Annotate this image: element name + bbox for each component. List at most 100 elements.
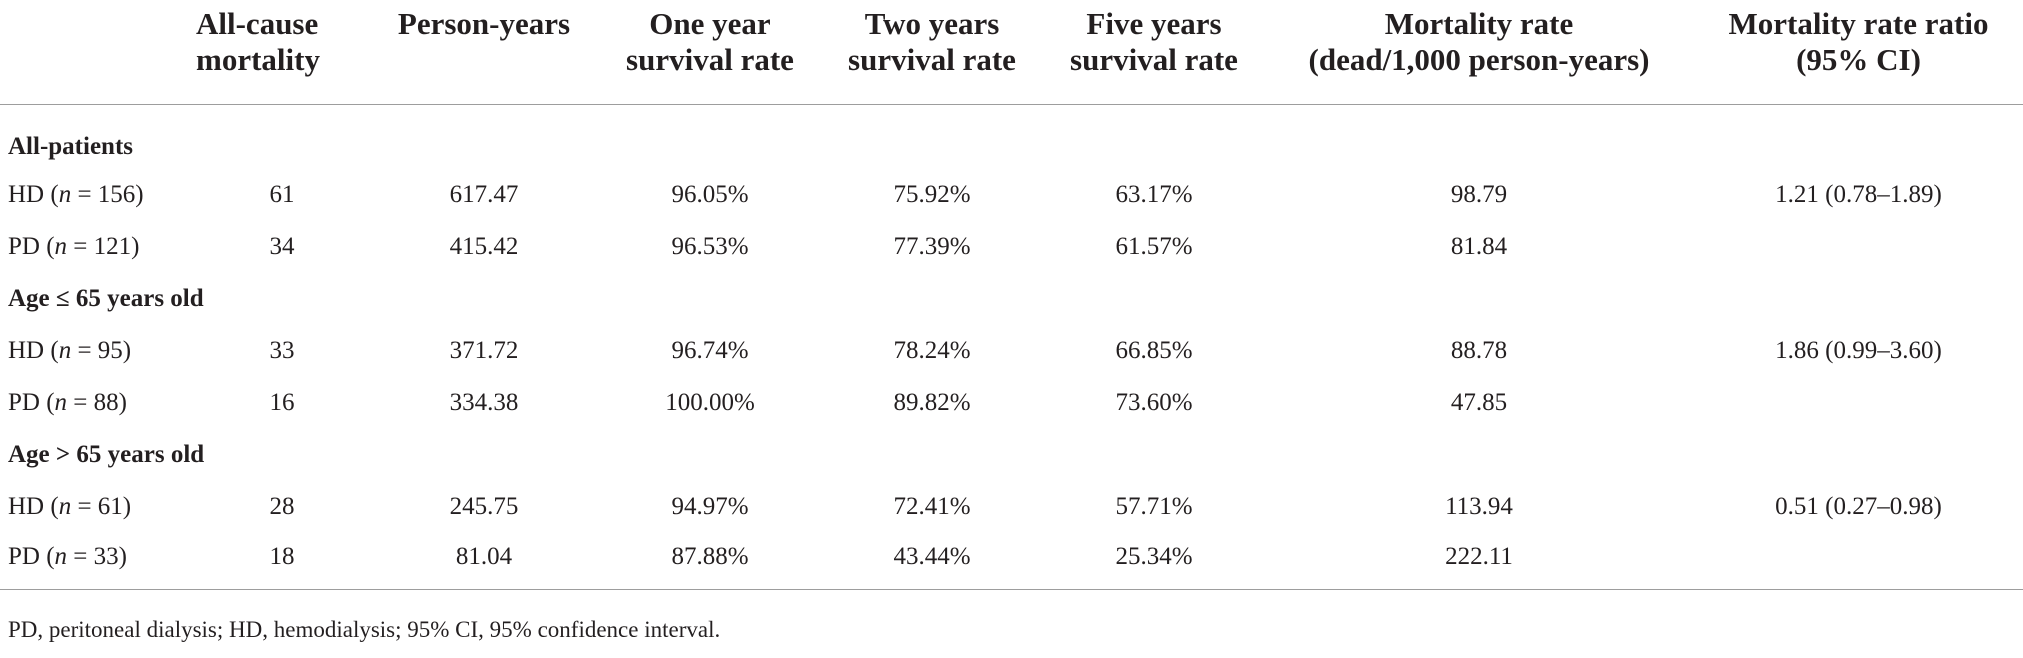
cell-five-years: 57.71%	[1115, 493, 1193, 520]
row-group-name: PD	[8, 543, 40, 570]
cell-rate: 47.85	[1450, 389, 1508, 416]
header-row: All-cause mortality Person-years One yea…	[0, 0, 2023, 105]
header-line: Mortality rate	[1384, 6, 1574, 41]
cell-one-year: 96.05%	[671, 181, 749, 208]
header-line: All-cause	[196, 6, 319, 41]
cell-five-years: 63.17%	[1115, 181, 1193, 208]
cell-two-years: 75.92%	[893, 181, 971, 208]
header-five-years-survival: Five years survival rate	[1044, 0, 1264, 105]
header-one-year-survival: One year survival rate	[600, 0, 820, 105]
cell-person-years: 334.38	[449, 389, 519, 416]
cell-five-years: 73.60%	[1115, 389, 1193, 416]
group-header-row: All-patients	[0, 105, 2023, 170]
cell-mortality: 28	[269, 493, 295, 520]
cell-rate: 98.79	[1450, 181, 1508, 208]
header-two-years-survival: Two years survival rate	[820, 0, 1044, 105]
cell-person-years: 81.04	[368, 533, 600, 590]
row-n-prefix: (n =	[39, 389, 94, 416]
cell-two-years: 89.82%	[893, 389, 971, 416]
cell-one-year: 87.88%	[600, 533, 820, 590]
cell-mortality: 61	[269, 181, 295, 208]
row-n-prefix: (n =	[44, 337, 98, 364]
row-n-suffix: )	[135, 181, 144, 208]
header-line: (95% CI)	[1796, 42, 1921, 77]
table-row: HD (n = 61) 28 245.75 94.97% 72.41% 57.71% 113…	[0, 481, 2023, 533]
row-group-name: HD	[8, 181, 45, 208]
row-n-value: 61	[97, 493, 123, 520]
cell-one-year: 96.74%	[671, 337, 749, 364]
cell-ratio	[1694, 377, 2023, 429]
row-n-value: 121	[93, 233, 132, 260]
cell-one-year: 96.53%	[671, 233, 749, 260]
cell-person-years: 245.75	[449, 493, 519, 520]
row-group-name: HD	[8, 337, 45, 364]
row-label: PD (n = 121)	[0, 221, 196, 273]
cell-mortality: 33	[269, 337, 295, 364]
group-title: Age ≤ 65 years old	[8, 285, 204, 312]
table-row: PD (n = 88) 16 334.38 100.00% 89.82% 73.60% 47…	[0, 377, 2023, 429]
cell-rate: 88.78	[1450, 337, 1508, 364]
cell-mortality: 16	[269, 389, 295, 416]
row-group-name: PD	[8, 233, 40, 260]
row-n-suffix: )	[118, 543, 127, 570]
header-mortality-rate: Mortality rate (dead/1,000 person-years)	[1264, 0, 1694, 105]
cell-two-years: 43.44%	[820, 533, 1044, 590]
row-n-suffix: )	[131, 233, 140, 260]
group-header-row: Age > 65 years old	[0, 429, 2023, 481]
row-label: HD (n = 95)	[0, 325, 196, 377]
table-row: HD (n = 156) 61 617.47 96.05% 75.92% 63.17% 98…	[0, 169, 2023, 221]
header-line: survival rate	[848, 42, 1016, 77]
cell-one-year: 94.97%	[671, 493, 749, 520]
row-label: PD (n = 33)	[0, 533, 196, 590]
cell-ratio: 1.86 (0.99–3.60)	[1775, 337, 1942, 364]
cell-mortality: 34	[269, 233, 295, 260]
cell-ratio: 1.21 (0.78–1.89)	[1775, 181, 1942, 208]
row-n-value: 33	[93, 543, 119, 570]
cell-five-years: 66.85%	[1115, 337, 1193, 364]
row-n-prefix: (n =	[44, 181, 98, 208]
cell-rate: 81.84	[1450, 233, 1508, 260]
cell-ratio	[1694, 221, 2023, 273]
group-header-row: Age ≤ 65 years old	[0, 273, 2023, 325]
row-n-prefix: (n =	[39, 543, 94, 570]
row-group-name: PD	[8, 389, 40, 416]
header-line: One year	[649, 6, 771, 41]
row-n-value: 95	[97, 337, 123, 364]
table-row: PD (n = 121) 34 415.42 96.53% 77.39% 61.57% 81…	[0, 221, 2023, 273]
header-line: Mortality rate ratio	[1728, 6, 1989, 41]
header-line: (dead/1,000 person-years)	[1308, 42, 1650, 77]
row-label: PD (n = 88)	[0, 377, 196, 429]
row-n-value: 156	[97, 181, 136, 208]
table-header: All-cause mortality Person-years One yea…	[0, 0, 2023, 105]
row-n-suffix: )	[118, 389, 127, 416]
table-footnote: PD, peritoneal dialysis; HD, hemodialysi…	[8, 617, 721, 642]
mortality-table-container: All-cause mortality Person-years One yea…	[0, 0, 2023, 590]
cell-person-years: 415.42	[449, 233, 519, 260]
cell-person-years: 371.72	[449, 337, 519, 364]
cell-one-year: 100.00%	[665, 389, 755, 416]
cell-rate: 222.11	[1264, 533, 1694, 590]
header-empty	[0, 0, 196, 105]
cell-five-years: 61.57%	[1115, 233, 1193, 260]
row-n-prefix: (n =	[44, 493, 98, 520]
row-n-suffix: )	[122, 337, 132, 364]
cell-five-years: 25.34%	[1044, 533, 1264, 590]
table-body: All-patients HD (n = 156) 61 617.47 96.05% 75…	[0, 105, 2023, 590]
group-title: All-patients	[8, 133, 133, 160]
cell-two-years: 77.39%	[893, 233, 971, 260]
mortality-table: All-cause mortality Person-years One yea…	[0, 0, 2023, 590]
cell-mortality: 18	[196, 533, 368, 590]
header-line: Two years	[864, 6, 1000, 41]
cell-two-years: 78.24%	[893, 337, 971, 364]
header-line: survival rate	[626, 42, 794, 77]
row-n-suffix: )	[122, 493, 132, 520]
row-group-name: HD	[8, 493, 45, 520]
row-n-value: 88	[93, 389, 119, 416]
cell-ratio: 0.51 (0.27–0.98)	[1775, 493, 1942, 520]
header-mortality-rate-ratio: Mortality rate ratio (95% CI)	[1694, 0, 2023, 105]
table-row: HD (n = 95) 33 371.72 96.74% 78.24% 66.85% 88.…	[0, 325, 2023, 377]
group-title: Age > 65 years old	[8, 441, 205, 468]
cell-rate: 113.94	[1445, 493, 1513, 520]
cell-two-years: 72.41%	[893, 493, 971, 520]
row-n-prefix: (n =	[39, 233, 94, 260]
